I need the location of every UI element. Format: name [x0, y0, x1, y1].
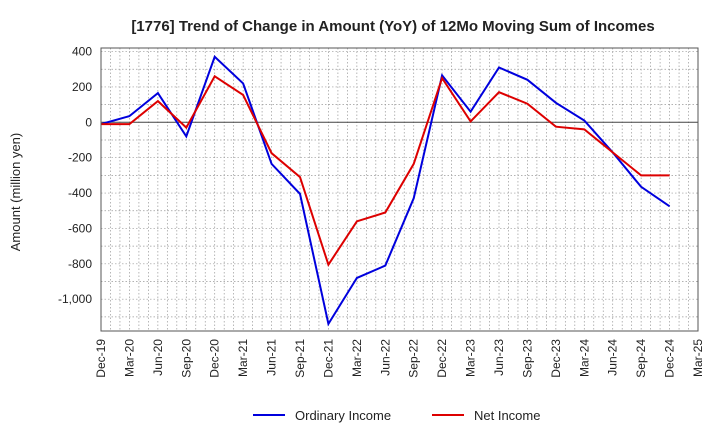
x-tick-label: Sep-24 — [634, 339, 648, 378]
legend-label: Net Income — [474, 408, 540, 423]
x-tick-label: Mar-25 — [691, 339, 705, 377]
x-tick-label: Mar-21 — [236, 339, 250, 377]
legend-label: Ordinary Income — [295, 408, 391, 423]
y-tick-label: -800 — [68, 257, 92, 271]
chart-title: [1776] Trend of Change in Amount (YoY) o… — [131, 18, 654, 35]
x-tick-label: Mar-20 — [122, 339, 136, 377]
legend: Ordinary Income Net Income — [253, 408, 540, 423]
y-tick-label: 200 — [72, 80, 92, 94]
x-tick-label: Dec-22 — [435, 339, 449, 378]
x-tick-label: Sep-22 — [407, 339, 421, 378]
x-tick-labels: Dec-19 Mar-20 Jun-20 Sep-20 Dec-20 Mar-21 Jun-… — [94, 339, 705, 378]
x-tick-label: Dec-24 — [663, 339, 677, 378]
x-tick-label: Jun-23 — [492, 339, 506, 376]
x-tick-label: Mar-23 — [464, 339, 478, 377]
x-tick-label: Sep-21 — [293, 339, 307, 378]
grid — [101, 48, 698, 331]
x-tick-label: Jun-24 — [606, 339, 620, 376]
x-tick-label: Dec-20 — [208, 339, 222, 378]
x-tick-label: Mar-24 — [577, 339, 591, 377]
x-tick-label: Dec-21 — [321, 339, 335, 378]
x-tick-label: Dec-19 — [94, 339, 108, 378]
y-tick-labels: 400 200 0 -200 -400 -600 -800 -1,000 — [58, 45, 92, 307]
y-tick-label: -400 — [68, 186, 92, 200]
x-tick-label: Jun-21 — [265, 339, 279, 376]
y-tick-label: -200 — [68, 151, 92, 165]
y-tick-label: 0 — [85, 115, 92, 129]
x-tick-label: Dec-23 — [549, 339, 563, 378]
x-tick-label: Sep-20 — [179, 339, 193, 378]
y-tick-label: 400 — [72, 45, 92, 59]
x-tick-label: Jun-22 — [378, 339, 392, 376]
x-tick-label: Jun-20 — [151, 339, 165, 376]
series-line-net-income — [101, 74, 670, 267]
plot-frame — [100, 47, 699, 332]
x-tick-label: Sep-23 — [520, 339, 534, 378]
y-tick-label: -600 — [68, 221, 92, 235]
y-tick-label: -1,000 — [58, 292, 92, 306]
series-lines — [100, 55, 671, 327]
y-axis-label: Amount (million yen) — [8, 133, 23, 252]
x-tick-label: Mar-22 — [350, 339, 364, 377]
